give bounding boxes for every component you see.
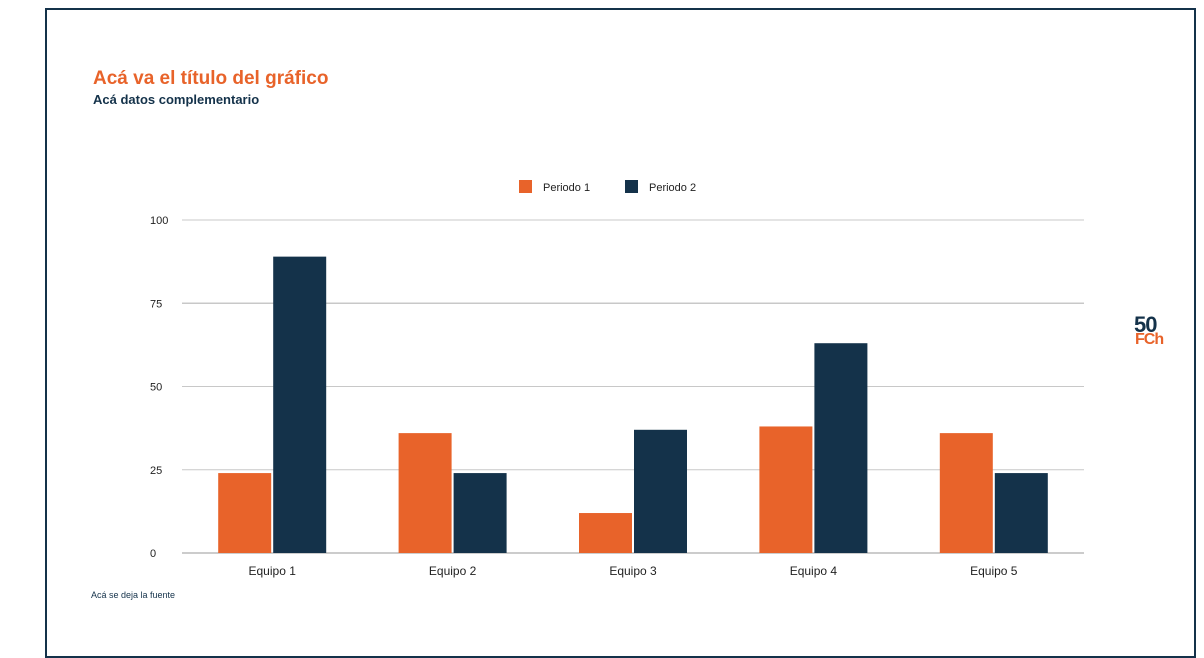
x-category-label: Equipo 5 [970,564,1018,578]
bars-layer [218,256,1048,553]
bar-2-1 [273,256,327,553]
bar-2-2 [453,473,507,553]
legend-swatch-2 [625,180,638,193]
y-tick-label: 0 [150,548,156,560]
x-category-label: Equipo 3 [609,564,657,578]
bar-1-4 [759,426,813,553]
grid-layer [182,219,1084,554]
legend-label-2: Periodo 2 [649,182,696,194]
y-tick-label: 75 [150,298,162,310]
y-tick-label: 50 [150,382,162,394]
bar-2-3 [634,429,687,553]
bar-2-4 [814,343,868,553]
chart-title: Acá va el título del gráfico [93,68,329,89]
logo-abbr: FCh [1135,331,1164,348]
x-category-label: Equipo 4 [790,564,838,578]
chart-subtitle: Acá datos complementario [93,92,260,107]
x-category-label: Equipo 2 [429,564,477,578]
bar-1-2 [398,433,452,553]
bar-1-5 [939,433,993,553]
y-tick-label: 25 [150,465,162,477]
legend-swatch-1 [519,180,532,193]
source-note: Acá se deja la fuente [91,590,176,600]
legend-label-1: Periodo 1 [543,182,590,194]
y-tick-label: 100 [150,215,168,227]
bar-2-5 [994,473,1048,553]
logo-number: 50 [1134,312,1158,337]
bar-1-3 [579,513,632,553]
legend: Periodo 1 Periodo 2 [519,180,696,194]
bar-1-1 [218,473,272,553]
x-category-label: Equipo 1 [249,564,297,578]
logo: 50 FCh [1134,314,1176,350]
labels-layer: 0 25 50 75 100 Equipo 1 Equipo 2 Equipo 3 Equipo… [150,215,1018,578]
